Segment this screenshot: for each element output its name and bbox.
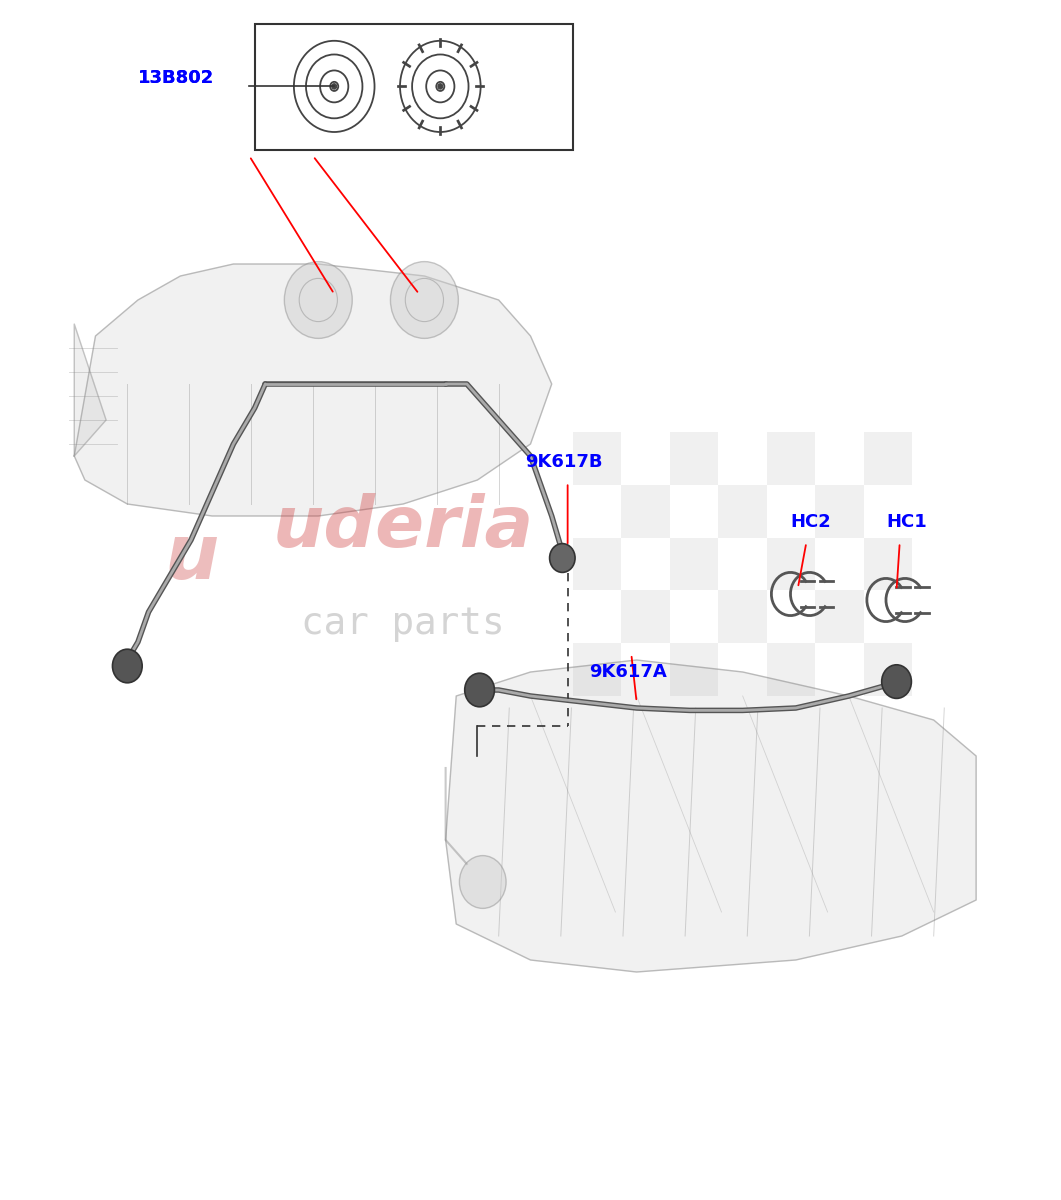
Polygon shape <box>74 324 106 456</box>
Bar <box>718 590 767 643</box>
Bar <box>622 485 669 538</box>
Bar <box>573 432 622 485</box>
Text: car parts: car parts <box>301 606 505 642</box>
Text: 13B802: 13B802 <box>138 68 214 86</box>
Text: 9K617B: 9K617B <box>525 452 603 470</box>
Bar <box>816 590 864 643</box>
Bar <box>669 432 718 485</box>
Bar <box>816 485 864 538</box>
Text: u: u <box>164 521 219 595</box>
Circle shape <box>284 262 352 338</box>
Circle shape <box>550 544 575 572</box>
Text: uderia: uderia <box>273 493 534 563</box>
Bar <box>864 432 912 485</box>
Bar <box>573 538 622 590</box>
Circle shape <box>459 856 506 908</box>
Bar <box>669 643 718 696</box>
Text: 9K617A: 9K617A <box>589 662 666 680</box>
Bar <box>767 432 816 485</box>
Bar <box>767 643 816 696</box>
Bar <box>767 538 816 590</box>
Circle shape <box>332 84 336 89</box>
Text: 13B802: 13B802 <box>138 68 214 86</box>
Bar <box>718 485 767 538</box>
Bar <box>573 643 622 696</box>
Bar <box>864 643 912 696</box>
Circle shape <box>112 649 142 683</box>
Polygon shape <box>446 660 976 972</box>
Bar <box>669 538 718 590</box>
Bar <box>622 590 669 643</box>
Bar <box>864 538 912 590</box>
Circle shape <box>465 673 494 707</box>
Text: HC2: HC2 <box>790 514 831 530</box>
Bar <box>255 24 573 150</box>
Text: HC1: HC1 <box>886 514 926 530</box>
Circle shape <box>438 84 442 89</box>
Circle shape <box>390 262 458 338</box>
Polygon shape <box>74 264 552 516</box>
Circle shape <box>882 665 911 698</box>
